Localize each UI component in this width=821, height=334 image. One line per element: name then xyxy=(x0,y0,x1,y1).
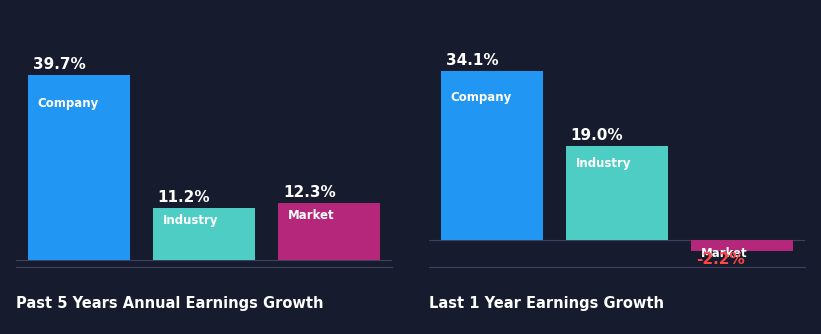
Bar xyxy=(441,71,544,240)
Text: Market: Market xyxy=(701,247,747,260)
Text: Last 1 Year Earnings Growth: Last 1 Year Earnings Growth xyxy=(429,297,664,312)
Bar xyxy=(28,75,131,260)
Bar xyxy=(690,240,793,251)
Text: 12.3%: 12.3% xyxy=(283,185,336,200)
Text: Industry: Industry xyxy=(163,214,218,227)
Text: Market: Market xyxy=(288,209,334,222)
Text: 39.7%: 39.7% xyxy=(33,57,85,72)
Bar xyxy=(566,146,668,240)
Text: 19.0%: 19.0% xyxy=(571,128,623,143)
Text: Past 5 Years Annual Earnings Growth: Past 5 Years Annual Earnings Growth xyxy=(16,297,324,312)
Text: Company: Company xyxy=(451,91,511,104)
Text: Industry: Industry xyxy=(576,157,631,170)
Bar xyxy=(277,203,380,260)
Text: 34.1%: 34.1% xyxy=(446,53,498,68)
Text: Company: Company xyxy=(38,97,99,110)
Text: 11.2%: 11.2% xyxy=(158,190,210,205)
Text: -2.2%: -2.2% xyxy=(695,253,745,268)
Bar xyxy=(153,208,255,260)
